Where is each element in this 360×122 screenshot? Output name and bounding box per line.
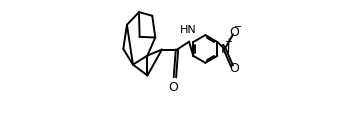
Text: O: O [229,62,239,75]
Text: O: O [168,81,178,94]
Text: N: N [221,43,230,56]
Text: HN: HN [180,25,197,35]
Text: +: + [225,37,233,47]
Text: O: O [230,26,239,39]
Text: −: − [234,22,242,32]
